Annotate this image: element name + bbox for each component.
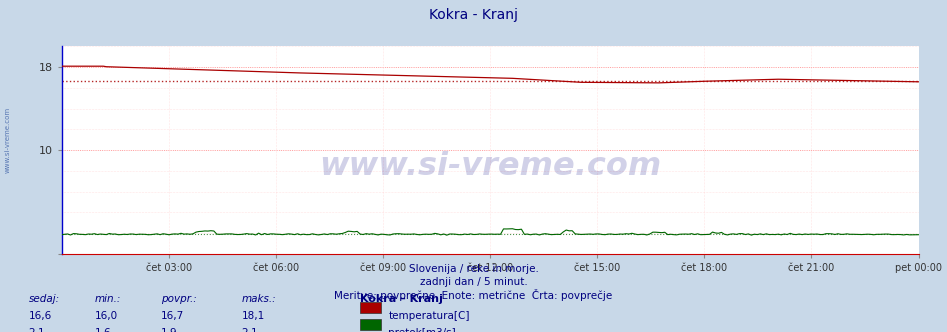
Text: 18,1: 18,1 (241, 311, 265, 321)
Text: temperatura[C]: temperatura[C] (388, 311, 470, 321)
Text: 16,7: 16,7 (161, 311, 185, 321)
Text: Meritve: povprečne  Enote: metrične  Črta: povprečje: Meritve: povprečne Enote: metrične Črta:… (334, 289, 613, 301)
Text: 1,6: 1,6 (95, 328, 112, 332)
Text: zadnji dan / 5 minut.: zadnji dan / 5 minut. (420, 277, 527, 287)
Text: pretok[m3/s]: pretok[m3/s] (388, 328, 456, 332)
Text: 2,1: 2,1 (28, 328, 45, 332)
Text: www.si-vreme.com: www.si-vreme.com (5, 106, 10, 173)
Text: Slovenija / reke in morje.: Slovenija / reke in morje. (408, 264, 539, 274)
Text: min.:: min.: (95, 294, 121, 304)
Text: povpr.:: povpr.: (161, 294, 197, 304)
Text: 1,9: 1,9 (161, 328, 178, 332)
Text: www.si-vreme.com: www.si-vreme.com (319, 151, 661, 182)
Text: maks.:: maks.: (241, 294, 277, 304)
Text: 2,1: 2,1 (241, 328, 259, 332)
Text: Kokra – Kranj: Kokra – Kranj (360, 294, 443, 304)
Text: sedaj:: sedaj: (28, 294, 60, 304)
Text: Kokra - Kranj: Kokra - Kranj (429, 8, 518, 22)
Text: 16,6: 16,6 (28, 311, 52, 321)
Text: 16,0: 16,0 (95, 311, 117, 321)
